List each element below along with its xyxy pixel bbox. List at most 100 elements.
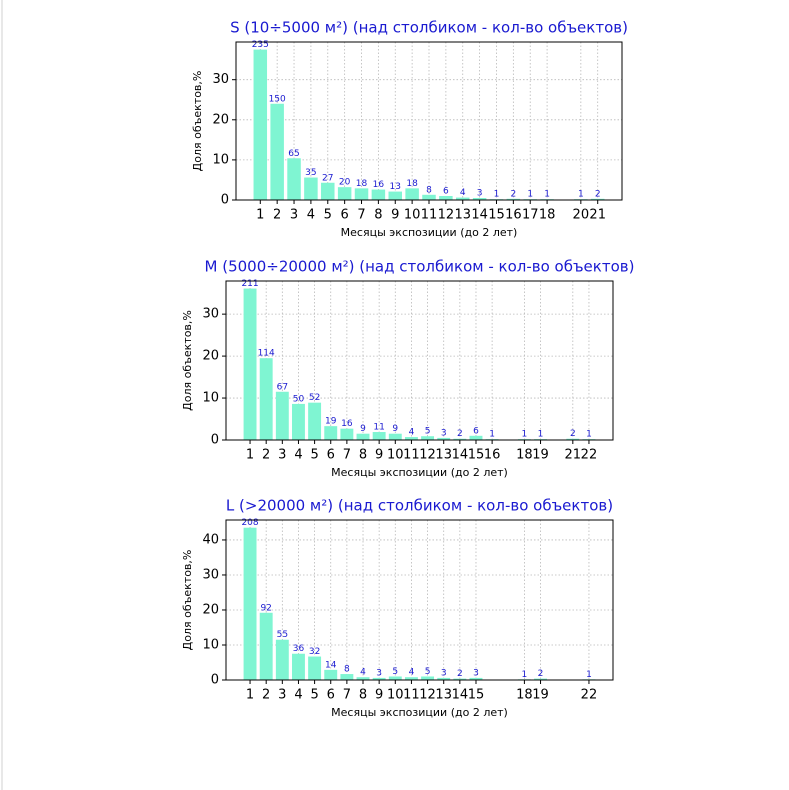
bar: [259, 358, 273, 440]
x-tick-label: 9: [375, 448, 383, 463]
x-tick-label: 15: [468, 688, 485, 703]
bar: [455, 197, 470, 200]
x-tick-label: 12: [419, 688, 436, 703]
x-tick-label: 13: [435, 688, 452, 703]
value-label: 1: [586, 670, 592, 680]
x-tick-label: 16: [484, 448, 501, 463]
value-label: 67: [277, 382, 288, 392]
x-tick-label: 6: [327, 688, 335, 703]
value-label: 6: [443, 186, 449, 196]
bar: [324, 426, 338, 440]
bar: [270, 103, 284, 200]
y-tick-label: 30: [202, 307, 219, 322]
value-label: 1: [522, 670, 528, 680]
plot-frame: [225, 280, 614, 441]
value-label: 16: [341, 419, 353, 429]
value-label: 5: [392, 667, 398, 677]
x-tick-label: 10: [387, 448, 404, 463]
value-label: 19: [325, 417, 337, 427]
bar: [566, 438, 580, 440]
value-label: 2: [538, 669, 544, 679]
plot-frame: [225, 519, 614, 681]
value-label: 2: [457, 669, 463, 679]
x-tick-label: 8: [374, 208, 382, 223]
bar: [340, 428, 354, 440]
plot-frame: [235, 41, 623, 201]
bar: [421, 676, 435, 680]
x-tick-label: 3: [278, 688, 286, 703]
value-label: 8: [426, 185, 432, 195]
value-label: 5: [425, 667, 431, 677]
x-tick-label: 15: [468, 448, 485, 463]
x-tick-label: 14: [452, 448, 469, 463]
y-tick-label: 20: [212, 112, 229, 127]
value-label: 1: [494, 190, 500, 200]
x-tick-label: 8: [359, 688, 367, 703]
x-tick-label: 7: [357, 208, 365, 223]
value-label: 3: [441, 668, 447, 678]
bar: [469, 677, 483, 680]
bar: [372, 432, 386, 440]
value-label: 1: [586, 430, 592, 440]
y-tick-label: 30: [202, 567, 219, 582]
value-label: 1: [538, 430, 544, 440]
value-label: 1: [578, 190, 584, 200]
bar: [422, 194, 436, 200]
y-tick-label: 0: [211, 673, 219, 688]
x-tick-label: 2: [262, 688, 270, 703]
value-label: 35: [305, 168, 316, 178]
x-tick-label: 21: [589, 208, 606, 223]
bar: [534, 678, 547, 680]
x-tick-label: 11: [403, 448, 420, 463]
bar: [405, 188, 419, 200]
y-tick-label: 20: [202, 349, 219, 364]
x-tick-label: 4: [307, 208, 315, 223]
bar: [321, 182, 335, 200]
y-tick-label: 10: [202, 637, 219, 652]
x-tick-label: 9: [375, 688, 383, 703]
x-tick-label: 4: [294, 688, 302, 703]
x-tick-label: 11: [403, 688, 420, 703]
bar: [421, 436, 435, 440]
value-label: 9: [392, 424, 398, 434]
x-tick-label: 6: [341, 208, 349, 223]
value-label: 150: [269, 94, 286, 104]
y-tick-label: 40: [202, 532, 219, 547]
value-label: 14: [325, 660, 337, 670]
value-label: 8: [344, 665, 350, 675]
bar: [404, 677, 418, 680]
value-label: 3: [376, 668, 382, 678]
x-tick-label: 14: [452, 688, 469, 703]
value-label: 235: [252, 40, 269, 50]
x-tick-label: 5: [310, 688, 318, 703]
x-tick-label: 1: [246, 448, 254, 463]
x-tick-label: 8: [359, 448, 367, 463]
x-tick-label: 20: [573, 208, 590, 223]
x-tick-label: 18: [516, 688, 533, 703]
value-label: 4: [360, 668, 366, 678]
bar: [356, 677, 370, 680]
x-tick-label: 12: [438, 208, 455, 223]
value-label: 3: [473, 668, 479, 678]
bar: [453, 678, 467, 680]
bar: [506, 198, 521, 200]
value-label: 1: [544, 190, 550, 200]
x-tick-label: 5: [324, 208, 332, 223]
value-label: 1: [522, 430, 528, 440]
y-tick-label: 0: [211, 433, 219, 448]
value-label: 65: [288, 149, 299, 159]
value-label: 6: [473, 426, 479, 436]
bar: [388, 676, 402, 680]
x-axis-label: Месяцы экспозиции (до 2 лет): [341, 226, 518, 239]
value-label: 92: [260, 603, 271, 613]
value-label: 3: [441, 428, 447, 438]
x-tick-label: 17: [522, 208, 539, 223]
x-tick-label: 7: [343, 448, 351, 463]
chart-title: L (>20000 м²) (над столбиком - кол-во об…: [226, 497, 613, 515]
bar: [437, 677, 451, 680]
bar: [292, 403, 305, 440]
x-tick-label: 11: [421, 208, 438, 223]
value-label: 27: [322, 173, 333, 183]
x-tick-label: 13: [435, 448, 452, 463]
